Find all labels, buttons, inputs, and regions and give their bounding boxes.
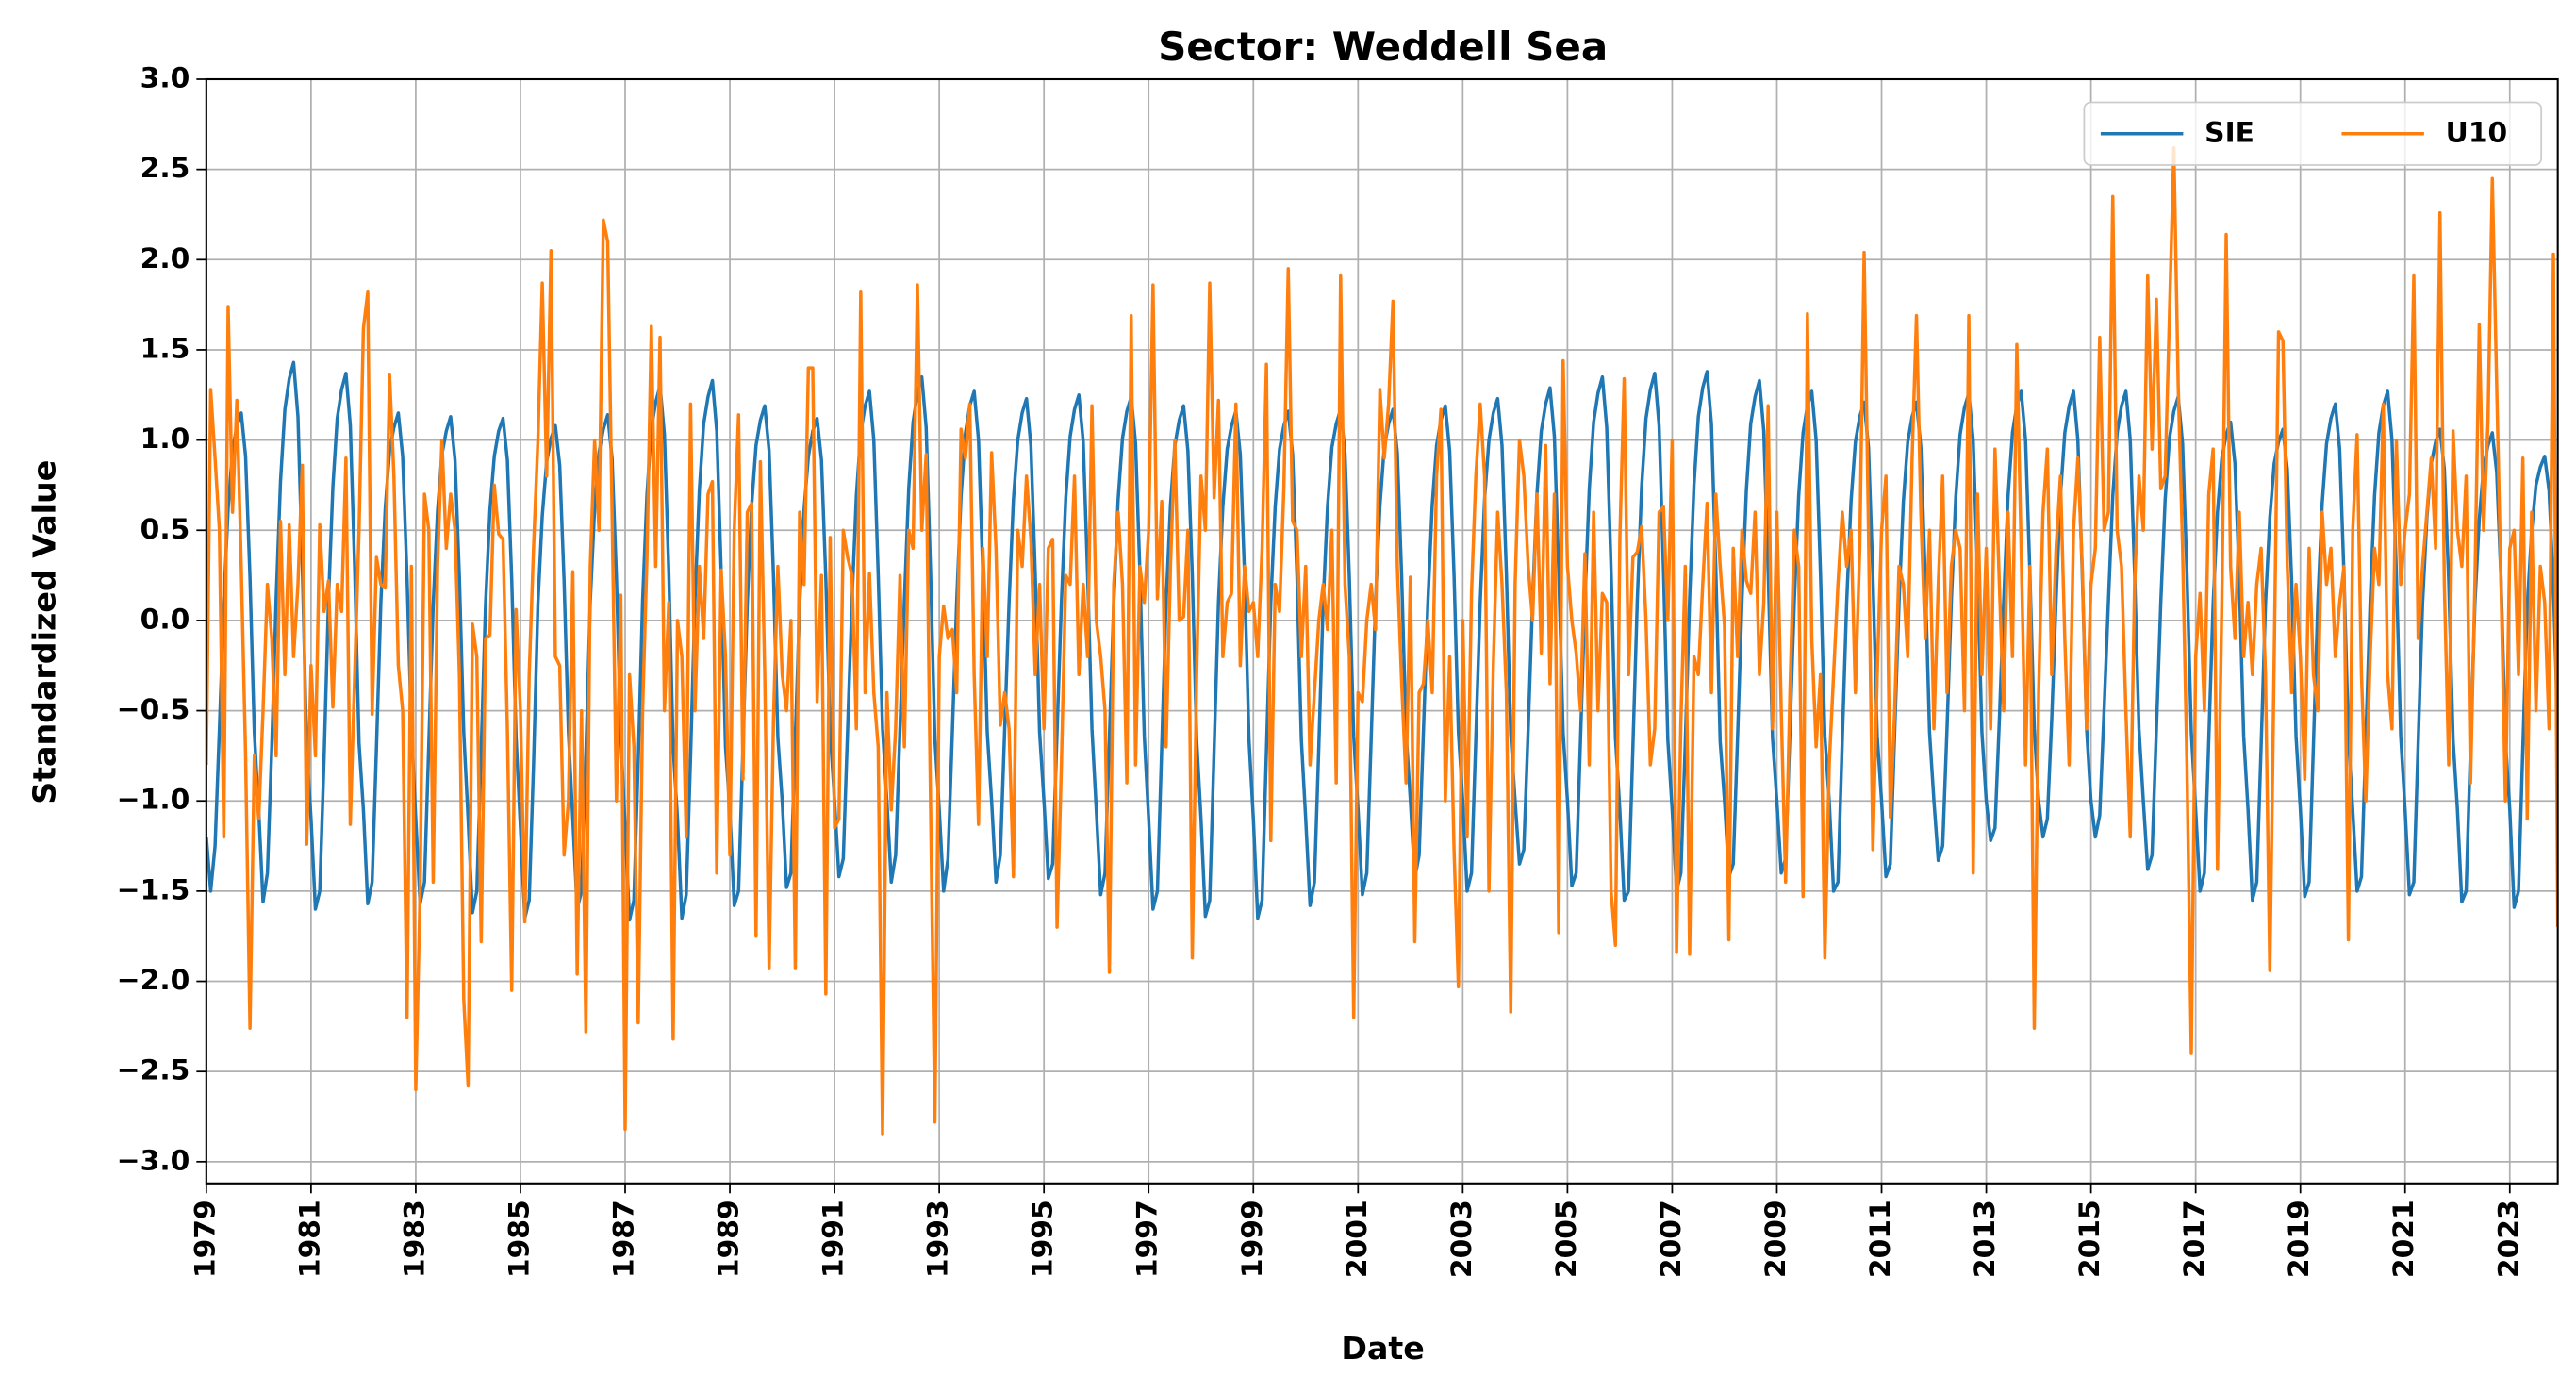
x-tick-label: 1991 bbox=[817, 1200, 850, 1278]
x-tick-label: 1999 bbox=[1236, 1200, 1269, 1278]
x-tick-label: 1987 bbox=[608, 1200, 641, 1278]
x-tick-label: 2001 bbox=[1341, 1200, 1374, 1278]
legend-box bbox=[2083, 101, 2543, 166]
x-tick-label: 1995 bbox=[1027, 1200, 1060, 1278]
x-tick-label: 1985 bbox=[503, 1200, 536, 1278]
x-tick-label: 2019 bbox=[2283, 1200, 2316, 1278]
x-axis-label: Date bbox=[1341, 1330, 1424, 1367]
plot-frame bbox=[205, 77, 2559, 1185]
x-tick-label: 2017 bbox=[2178, 1200, 2211, 1278]
y-tick-label: −0.5 bbox=[117, 693, 190, 726]
x-tick-label: 1981 bbox=[293, 1200, 326, 1278]
x-tick-label: 2007 bbox=[1655, 1200, 1688, 1278]
series-line bbox=[206, 360, 2558, 922]
chart-title: Sector: Weddell Sea bbox=[1158, 24, 1608, 70]
y-tick-label: 0.5 bbox=[140, 513, 190, 546]
y-tick-label: −3.0 bbox=[117, 1144, 190, 1177]
x-tick-label: 1979 bbox=[189, 1200, 222, 1278]
x-tick-label: 2005 bbox=[1550, 1200, 1583, 1278]
x-tick-label: 1989 bbox=[713, 1200, 746, 1278]
y-tick-label: −1.0 bbox=[117, 784, 190, 817]
y-axis-label: Standardized Value bbox=[26, 460, 63, 804]
y-tick-label: −2.5 bbox=[117, 1054, 190, 1087]
y-tick-label: −1.5 bbox=[117, 873, 190, 906]
y-tick-label: 2.5 bbox=[140, 152, 190, 185]
x-tick-label: 1993 bbox=[922, 1200, 955, 1278]
y-tick-label: 1.0 bbox=[140, 423, 190, 456]
x-tick-label: 2015 bbox=[2073, 1200, 2106, 1278]
x-tick-label: 2003 bbox=[1445, 1200, 1478, 1278]
series-line bbox=[206, 145, 2558, 1136]
x-tick-label: 2023 bbox=[2492, 1200, 2525, 1278]
legend-label: SIE bbox=[2204, 116, 2254, 149]
y-tick-label: −2.0 bbox=[117, 964, 190, 997]
x-tick-label: 2013 bbox=[1969, 1200, 2002, 1278]
x-tick-label: 2011 bbox=[1864, 1200, 1897, 1278]
legend-label: U10 bbox=[2446, 116, 2508, 149]
y-tick-label: 1.5 bbox=[140, 332, 190, 365]
x-tick-label: 2009 bbox=[1759, 1200, 1792, 1278]
x-tick-label: 1997 bbox=[1131, 1200, 1164, 1278]
y-tick-label: 0.0 bbox=[140, 603, 190, 636]
y-tick-label: 3.0 bbox=[140, 62, 190, 95]
y-tick-label: 2.0 bbox=[140, 242, 190, 275]
x-tick-label: 1983 bbox=[398, 1200, 431, 1278]
x-tick-label: 2021 bbox=[2387, 1200, 2420, 1278]
